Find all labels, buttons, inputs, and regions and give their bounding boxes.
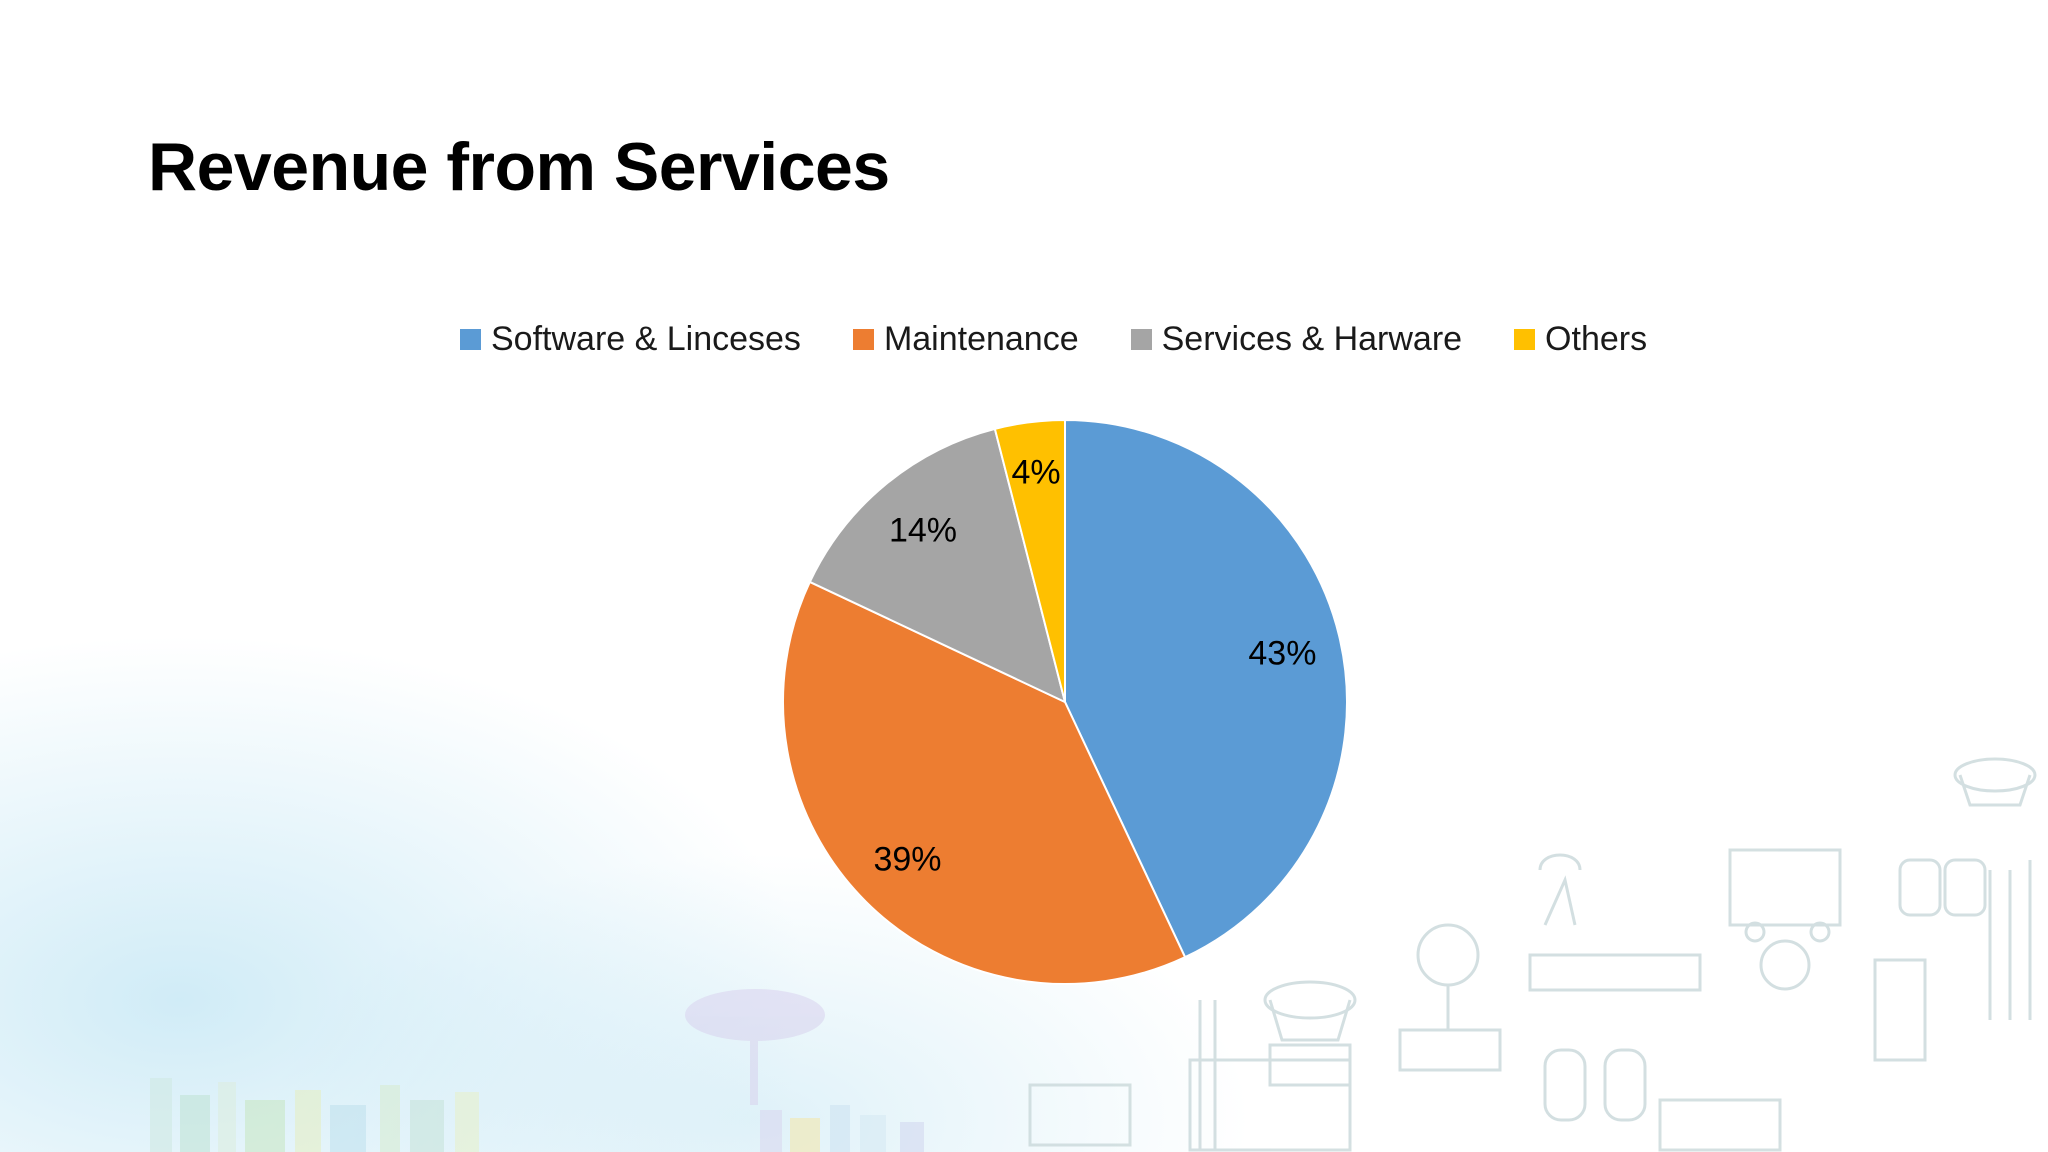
pie-slice-software-licenses <box>1064 418 1348 959</box>
pie-slice-others <box>993 418 1066 703</box>
legend-item-software-licenses: Software & Linceses <box>460 320 801 359</box>
slide-title: Revenue from Services <box>148 129 890 205</box>
legend-label-others: Others <box>1545 319 1648 358</box>
data-label-software-licenses: 43% <box>1248 634 1316 672</box>
data-label-maintenance: 39% <box>873 841 941 879</box>
legend-item-maintenance: Maintenance <box>852 319 1079 359</box>
data-label-others: 4% <box>1011 454 1060 492</box>
data-label-services-hardware: 14% <box>889 511 957 549</box>
legend-swatch-maintenance <box>852 328 874 350</box>
cng-sketch-illustration <box>1028 757 2037 1152</box>
legend-label-maintenance: Maintenance <box>883 319 1079 358</box>
city-skyline-illustration <box>150 989 924 1152</box>
legend-label-services-hardware: Services & Harware <box>1161 319 1463 358</box>
legend-swatch-software-licenses <box>460 328 481 350</box>
pie-slice-maintenance <box>782 580 1187 985</box>
legend-swatch-others <box>1514 328 1536 350</box>
chart-legend: Software & Linceses Maintenance Services… <box>460 316 1690 362</box>
pie-slice-services-hardware <box>808 427 1067 704</box>
legend-swatch-services-hardware <box>1130 328 1152 350</box>
legend-item-others: Others <box>1514 320 1647 359</box>
legend-label-software-licenses: Software & Linceses <box>491 319 801 358</box>
legend-item-services-hardware: Services & Harware <box>1130 319 1463 359</box>
